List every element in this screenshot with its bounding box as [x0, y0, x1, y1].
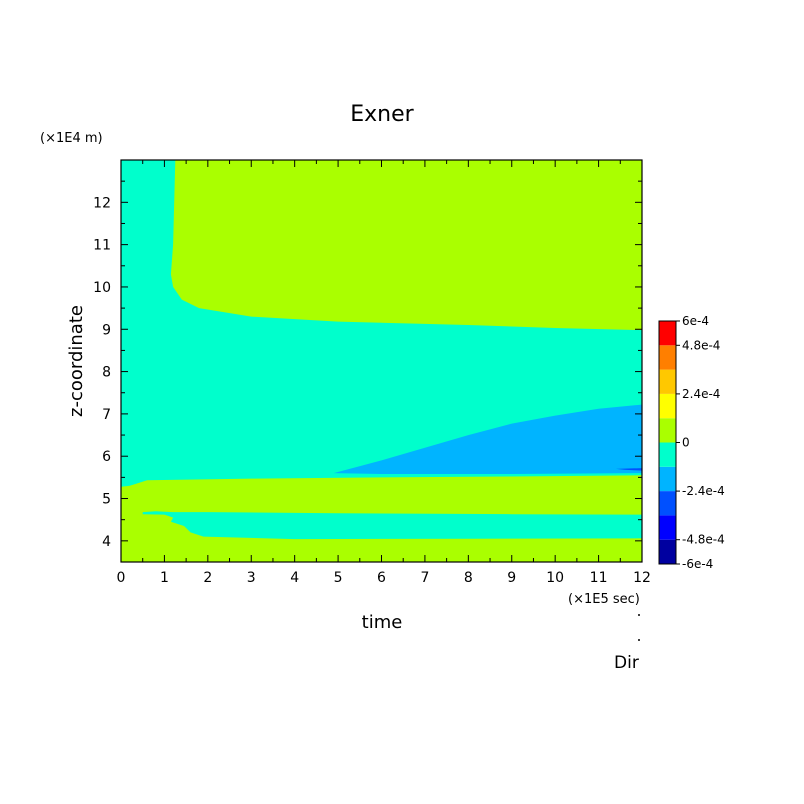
colorbar-swatch: [659, 491, 676, 516]
y-axis-title: z-coordinate: [66, 305, 87, 417]
footer-dot: [638, 614, 640, 616]
chart-title: Exner: [350, 102, 414, 127]
contour-regions: [121, 160, 642, 562]
y-axis: 4 5 6 7 8 9 10 11 12: [93, 180, 642, 563]
x-tick-label: 5: [334, 570, 343, 586]
colorbar-swatch: [659, 442, 676, 467]
x-tick-label: 12: [633, 570, 651, 586]
region-upper-negative: [121, 160, 642, 487]
y-tick-label: 8: [102, 365, 111, 381]
x-tick-label: 9: [507, 570, 516, 586]
x-axis: 0 1 2 3 4 5 6 7 8 9 10 11 12: [117, 160, 651, 586]
colorbar-swatch: [659, 345, 676, 370]
x-tick-label: 6: [377, 570, 386, 586]
x-tick-label: 3: [247, 570, 256, 586]
colorbar: 6e-4 4.8e-4 2.4e-4 0 -2.4e-4 -4.8e-4 -6e-4: [658, 314, 725, 571]
x-tick-label: 4: [290, 570, 299, 586]
colorbar-label: 6e-4: [682, 314, 709, 328]
colorbar-label: 0: [682, 436, 690, 450]
x-tick-label: 2: [203, 570, 212, 586]
x-tick-label: 0: [117, 570, 126, 586]
y-tick-label: 7: [102, 407, 111, 423]
x-tick-label: 1: [160, 570, 169, 586]
colorbar-swatch: [659, 393, 676, 419]
y-tick-label: 9: [102, 322, 111, 338]
colorbar-swatch: [659, 418, 676, 443]
y-tick-label: 10: [93, 280, 111, 296]
colorbar-label: 4.8e-4: [682, 338, 720, 352]
y-tick-label: 12: [93, 195, 111, 211]
colorbar-swatch: [659, 466, 676, 492]
footer-label: Dir: [614, 653, 639, 673]
y-tick-label: 11: [93, 238, 111, 254]
y-tick-label: 6: [102, 449, 111, 465]
x-tick-label: 10: [546, 570, 564, 586]
region-lower-negative-band: [142, 511, 642, 540]
colorbar-swatch: [659, 539, 676, 564]
x-tick-label: 7: [420, 570, 429, 586]
colorbar-swatch: [659, 369, 676, 394]
footer-dot: [638, 639, 640, 641]
x-tick-label: 8: [464, 570, 473, 586]
y-unit-label: (×1E4 m): [40, 131, 103, 146]
x-axis-title: time: [362, 612, 403, 633]
colorbar-swatch: [659, 515, 676, 540]
x-unit-label: (×1E5 sec): [568, 592, 640, 607]
x-tick-label: 11: [590, 570, 608, 586]
colorbar-label: -6e-4: [682, 557, 713, 571]
y-tick-label: 5: [102, 492, 111, 508]
region-wedge-tip-sliver: [616, 468, 642, 471]
colorbar-label: -4.8e-4: [682, 533, 725, 547]
region-negative-wedge: [333, 404, 642, 474]
colorbar-swatch: [659, 321, 676, 346]
y-tick-label: 4: [102, 534, 111, 550]
colorbar-label: 2.4e-4: [682, 387, 720, 401]
colorbar-label: -2.4e-4: [682, 484, 725, 498]
